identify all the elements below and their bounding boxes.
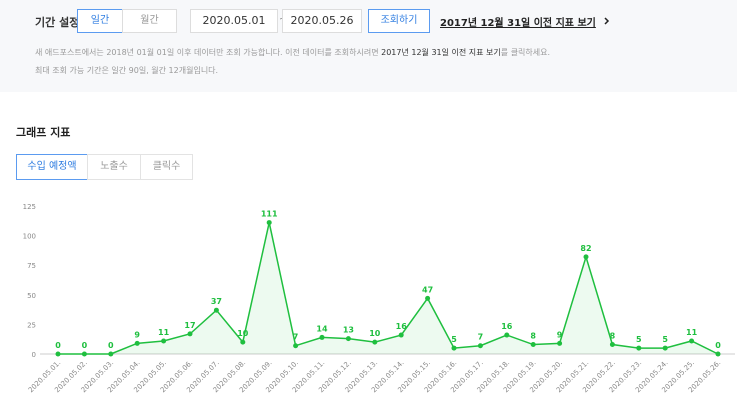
data-label: 47: [422, 285, 433, 294]
data-label: 16: [396, 322, 408, 331]
filter-panel: 기간 설정 일간 월간 2020.05.01 ~ 2020.05.26 조회하기…: [0, 0, 737, 92]
data-label: 0: [55, 341, 61, 350]
point: [398, 332, 404, 338]
data-label: 16: [501, 322, 513, 331]
legacy-link[interactable]: 2017년 12월 31일 이전 지표 보기: [440, 18, 596, 29]
data-label: 0: [82, 341, 88, 350]
data-label: 8: [610, 332, 616, 341]
metric-tab[interactable]: 클릭수: [140, 154, 193, 180]
metric-tab[interactable]: 수입 예정액: [16, 154, 88, 180]
point: [266, 220, 272, 226]
notice-bold: 2017년 12월 31일 이전 지표 보기: [381, 48, 501, 57]
line: [58, 222, 719, 355]
period-tab[interactable]: 월간: [122, 9, 177, 33]
data-label: 7: [478, 333, 484, 342]
data-label: 13: [343, 326, 354, 335]
point: [451, 345, 457, 351]
data-label: 7: [293, 333, 299, 342]
metric-tab[interactable]: 노출수: [87, 154, 141, 180]
point: [609, 342, 615, 348]
point: [557, 340, 563, 346]
point: [293, 343, 299, 349]
link-arrow: [604, 17, 610, 25]
point: [345, 336, 351, 342]
point: [240, 339, 246, 345]
filter-label: 기간 설정: [35, 16, 80, 29]
y-tick-label: 50: [27, 292, 36, 300]
search-button[interactable]: 조회하기: [368, 9, 430, 33]
point: [715, 351, 721, 357]
point: [187, 331, 193, 337]
data-label: 14: [316, 324, 328, 333]
notice-text: 새 애드포스트에서는 2018년 01월 01일 이후 데이터만 조회 가능합니…: [35, 48, 382, 57]
point: [55, 351, 61, 357]
data-label: 17: [184, 321, 195, 330]
point: [372, 339, 378, 345]
data-label: 111: [261, 210, 278, 219]
section-title: 그래프 지표: [16, 126, 71, 139]
chart: 02550751001252020.05.01.2020.05.02.2020.…: [23, 203, 735, 394]
area: [58, 222, 718, 354]
point: [81, 351, 87, 357]
point: [134, 340, 140, 346]
y-tick-label: 125: [23, 203, 36, 211]
y-tick-label: 75: [27, 262, 36, 270]
data-label: 82: [580, 244, 591, 253]
point: [636, 345, 642, 351]
data-label: 11: [158, 328, 170, 337]
point: [425, 295, 431, 301]
point: [319, 334, 325, 340]
data-label: 10: [369, 329, 381, 338]
point: [108, 351, 114, 357]
point: [530, 342, 536, 348]
data-label: 5: [662, 335, 668, 344]
y-tick-label: 25: [27, 321, 36, 329]
y-tick-label: 0: [32, 351, 36, 359]
end-date[interactable]: 2020.05.26: [282, 9, 362, 33]
notice-line: 새 애드포스트에서는 2018년 01월 01일 이후 데이터만 조회 가능합니…: [35, 47, 550, 58]
data-label: 10: [237, 329, 249, 338]
point: [662, 345, 668, 351]
data-label: 37: [211, 297, 222, 306]
data-label: 8: [530, 332, 536, 341]
start-date[interactable]: 2020.05.01: [190, 9, 278, 33]
data-label: 5: [636, 335, 642, 344]
data-label: 0: [715, 341, 721, 350]
point: [504, 332, 510, 338]
point: [161, 338, 167, 344]
data-label: 9: [557, 330, 563, 339]
period-tab[interactable]: 일간: [77, 9, 123, 33]
data-label: 9: [134, 330, 140, 339]
notice-text: 를 클릭하세요.: [500, 48, 551, 57]
data-label: 5: [451, 335, 457, 344]
notice-line: 최대 조회 가능 기간은 일간 90일, 월간 12개월입니다.: [35, 66, 219, 75]
point: [583, 254, 589, 260]
point: [689, 338, 695, 344]
point: [213, 307, 219, 313]
data-label: 0: [108, 341, 114, 350]
point: [477, 343, 483, 349]
data-label: 11: [686, 328, 698, 337]
y-tick-label: 100: [23, 233, 36, 241]
